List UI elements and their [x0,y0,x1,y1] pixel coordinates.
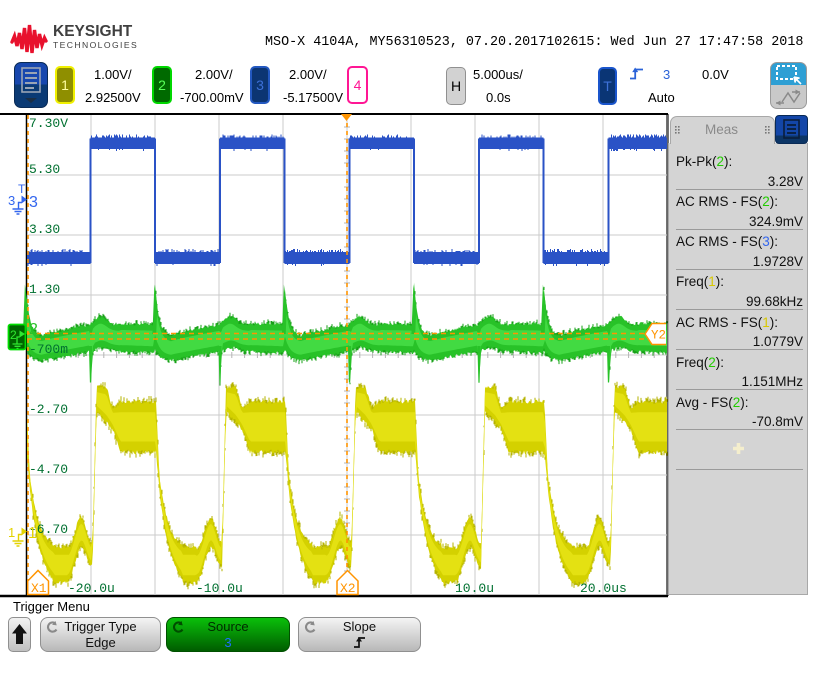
svg-text:-4.70: -4.70 [29,462,68,477]
svg-text:20.0us: 20.0us [580,581,627,596]
svg-text:Y2: Y2 [651,329,666,343]
svg-text:3: 3 [8,193,15,208]
svg-text:TECHNOLOGIES: TECHNOLOGIES [53,40,138,50]
svg-text:X1: X1 [31,581,47,596]
svg-text:-6.70: -6.70 [29,522,68,537]
svg-text:2: 2 [29,321,38,338]
svg-text:X2: X2 [340,581,356,596]
svg-text:-20.0u: -20.0u [68,581,115,596]
svg-text:-10.0u: -10.0u [196,581,243,596]
svg-text:T: T [18,182,26,196]
svg-text:1: 1 [28,525,37,542]
svg-text:5.30: 5.30 [29,162,60,177]
svg-text:2: 2 [10,328,17,342]
svg-text:-2.70: -2.70 [29,402,68,417]
svg-text:3.30: 3.30 [29,222,60,237]
svg-text:10.0u: 10.0u [455,581,494,596]
svg-text:3: 3 [29,194,38,211]
svg-text:1: 1 [8,525,15,540]
svg-text:-700m: -700m [29,342,68,357]
svg-text:1.30: 1.30 [29,282,60,297]
svg-text:7.30V: 7.30V [29,116,68,131]
svg-text:KEYSIGHT: KEYSIGHT [53,23,133,40]
